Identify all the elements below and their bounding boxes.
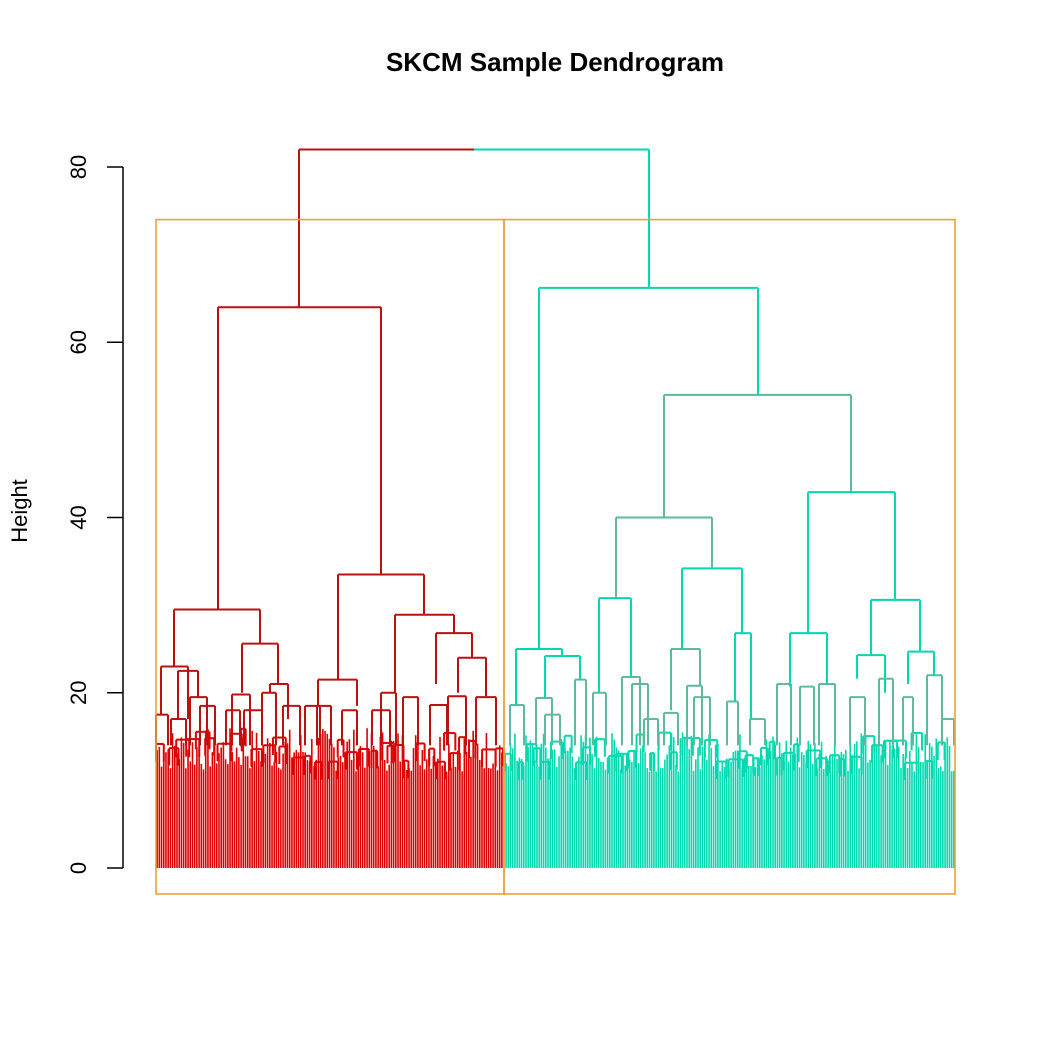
y-tick-label: 0 <box>66 862 91 874</box>
y-axis: 0 20 40 60 80 <box>66 155 124 874</box>
cluster-box-2 <box>503 218 956 895</box>
cluster-boxes <box>155 218 956 895</box>
y-tick-label: 40 <box>66 505 91 529</box>
y-axis-label: Height <box>7 479 32 543</box>
y-tick-label: 60 <box>66 330 91 354</box>
y-tick-label: 20 <box>66 681 91 705</box>
dendrogram-tree <box>155 148 955 868</box>
y-tick-label: 80 <box>66 155 91 179</box>
chart-title: SKCM Sample Dendrogram <box>386 47 724 77</box>
